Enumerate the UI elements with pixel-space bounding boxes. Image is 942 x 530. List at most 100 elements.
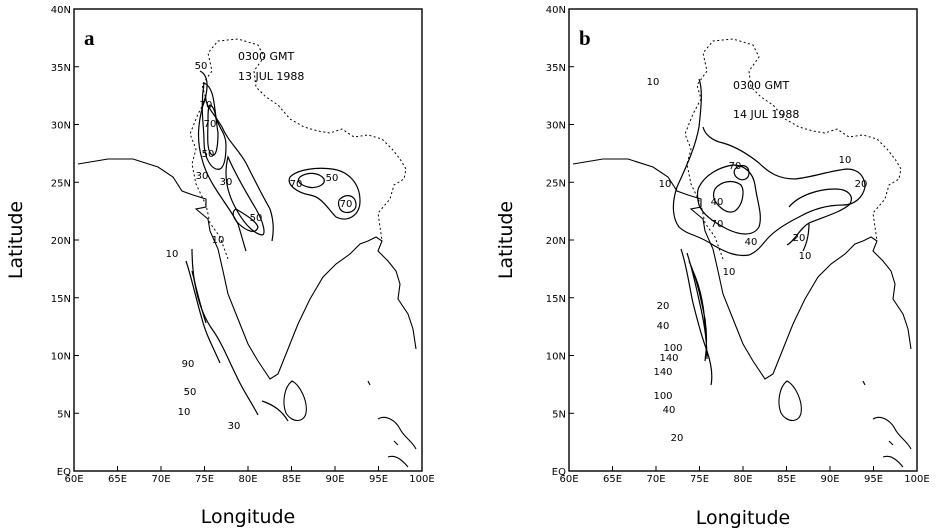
contour-label: 50	[184, 387, 197, 398]
contour-label: 50	[202, 149, 215, 160]
contour-label: 10	[723, 267, 736, 278]
x-tick-label: 85E	[282, 474, 301, 485]
contour-line	[207, 104, 219, 156]
contour-label: 40	[745, 237, 758, 248]
y-axis-title: Latitude	[495, 201, 517, 279]
contour-label: 70	[200, 100, 213, 111]
contour-label: 10	[839, 155, 852, 166]
y-tick-label: 15N	[546, 294, 566, 305]
contour-line	[288, 167, 361, 220]
contour-line	[786, 188, 852, 252]
y-tick-label: 15N	[51, 294, 71, 305]
panel-a-map	[77, 38, 417, 468]
y-tick-label: 30N	[51, 121, 71, 132]
x-tick-label: 75E	[690, 474, 709, 485]
time-label: 0300 GMT	[733, 79, 790, 92]
y-tick-label: 5N	[552, 409, 566, 420]
x-tick-label: 80E	[238, 474, 257, 485]
contour-label: 40	[711, 197, 724, 208]
y-tick-label: 30N	[546, 121, 566, 132]
x-tick-label: 70E	[646, 474, 665, 485]
contour-label: 70	[729, 161, 742, 172]
panel-a: a 0300 GMT 13 JUL 1988 50707050303010705…	[73, 8, 423, 472]
x-tick-label: 100E	[409, 474, 434, 485]
contour-line	[225, 155, 265, 236]
panel-b: b 0300 GMT 14 JUL 1988 10 70 40 10 70 40 10 20 2…	[568, 8, 918, 472]
contour-label: 50	[195, 61, 208, 72]
panel-letter: b	[579, 26, 591, 50]
y-tick-label: 10N	[51, 352, 71, 363]
y-tick-label: 35N	[546, 63, 566, 74]
contour-label: 20	[657, 301, 670, 312]
contour-label: 70	[340, 199, 353, 210]
contour-line	[733, 164, 750, 181]
y-tick-label: 10N	[546, 352, 566, 363]
y-tick-label: EQ	[552, 467, 566, 478]
contour-label: 90	[182, 359, 195, 370]
contour-label: 10	[212, 235, 225, 246]
panel-b-map	[572, 38, 912, 468]
y-tick-label: 40N	[546, 5, 566, 16]
contour-label: 10	[647, 77, 660, 88]
x-tick-label: 60E	[64, 474, 83, 485]
x-tick-label: 75E	[195, 474, 214, 485]
contour-label: 70	[204, 119, 217, 130]
contour-line	[337, 195, 357, 214]
y-tick-label: 5N	[57, 409, 71, 420]
y-tick-label: 25N	[546, 178, 566, 189]
contour-line	[696, 164, 761, 235]
x-axis-title: Longitude	[696, 507, 791, 529]
y-tick-label: EQ	[57, 467, 71, 478]
x-tick-label: 95E	[369, 474, 388, 485]
x-tick-label: 65E	[108, 474, 127, 485]
contour-label: 100	[663, 343, 682, 354]
contour-labels: 1070401070401020201010204010014014010040…	[647, 77, 868, 444]
y-axis-title: Latitude	[5, 201, 27, 279]
y-tick-label: 20N	[546, 236, 566, 247]
contour-label: 50	[250, 213, 263, 224]
contour-line	[712, 180, 744, 213]
contour-label: 70	[290, 179, 303, 190]
contour-labels: 50 70 70 50 30 30 10 70 50 70 50 10 90 50 10 30	[166, 61, 353, 432]
contour-label: 140	[653, 367, 672, 378]
x-tick-label: 85E	[777, 474, 796, 485]
contour-line	[261, 400, 289, 422]
contour-label: 30	[228, 421, 241, 432]
x-tick-label: 100E	[904, 474, 929, 485]
x-axis-title: Longitude	[201, 506, 296, 528]
contour-label: 100	[653, 391, 672, 402]
contour-label: 50	[326, 173, 339, 184]
contour-line	[185, 260, 221, 364]
x-tick-label: 90E	[325, 474, 344, 485]
contour-line	[672, 78, 866, 257]
y-tick-label: 35N	[51, 63, 71, 74]
contour-label: 40	[663, 405, 676, 416]
contour-label: 20	[793, 233, 806, 244]
x-tick-label: 70E	[151, 474, 170, 485]
contour-line	[232, 208, 259, 232]
contour-label: 10	[178, 407, 191, 418]
contour-label: 20	[855, 179, 868, 190]
y-tick-label: 25N	[51, 178, 71, 189]
x-tick-label: 95E	[864, 474, 883, 485]
contour-label: 20	[671, 433, 684, 444]
axis-ticks: 60E 65E 70E 75E 80E 85E 90E 95E 100E EQ 5N 10N 15N 20…	[51, 5, 930, 485]
date-label: 14 JUL 1988	[733, 108, 799, 121]
x-tick-label: 65E	[603, 474, 622, 485]
time-label: 0300 GMT	[238, 50, 295, 63]
x-tick-label: 90E	[820, 474, 839, 485]
contour-label: 30	[220, 177, 233, 188]
contour-label: 10	[659, 179, 672, 190]
y-tick-label: 20N	[51, 236, 71, 247]
contour-line	[297, 172, 325, 189]
contour-label: 140	[659, 353, 678, 364]
contour-label: 70	[711, 219, 724, 230]
x-tick-label: 60E	[559, 474, 578, 485]
contour-label: 40	[657, 321, 670, 332]
contour-label: 10	[799, 251, 812, 262]
y-tick-label: 40N	[51, 5, 71, 16]
contour-line	[680, 248, 713, 386]
contour-label: 10	[166, 249, 179, 260]
x-tick-label: 80E	[733, 474, 752, 485]
